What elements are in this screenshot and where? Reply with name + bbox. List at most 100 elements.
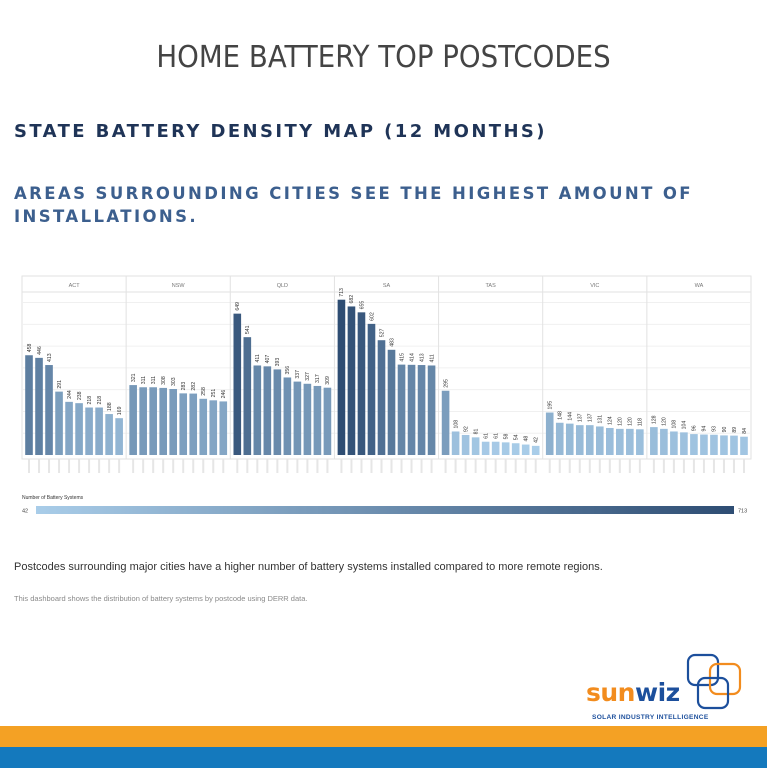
x-tick-mark	[256, 459, 259, 473]
data-label: 120	[618, 417, 624, 426]
data-label: 61	[493, 433, 499, 439]
bar-wa-9	[730, 435, 738, 455]
bar-vic-6	[595, 426, 604, 455]
bar-nsw-9	[209, 400, 218, 455]
bar-act-9	[105, 414, 113, 455]
logo-wordmark: sunwiz	[586, 678, 680, 707]
x-tick-mark	[618, 459, 621, 473]
panel-label-act: ACT	[69, 283, 81, 289]
bar-tas-4	[471, 437, 480, 455]
data-label: 148	[558, 411, 564, 420]
data-label: 137	[578, 413, 584, 422]
chart-subtitle: STATE BATTERY DENSITY MAP (12 MONTHS)	[14, 121, 547, 142]
bar-qld-10	[323, 387, 332, 455]
x-tick-mark	[182, 459, 185, 473]
bar-sa-10	[427, 365, 436, 455]
bar-sa-7	[397, 364, 406, 455]
bar-vic-1	[545, 412, 554, 455]
x-tick-mark	[68, 459, 71, 473]
bar-nsw-1	[129, 385, 137, 455]
x-tick-mark	[494, 459, 497, 473]
data-label: 90	[722, 427, 728, 433]
data-label: 92	[463, 426, 469, 432]
data-label: 137	[588, 413, 594, 422]
x-tick-mark	[162, 459, 165, 473]
x-tick-mark	[692, 459, 695, 473]
legend-min-label: 42	[22, 509, 28, 515]
bar-tas-1	[441, 390, 450, 455]
bar-sa-8	[407, 364, 416, 455]
data-label: 541	[245, 325, 251, 334]
bar-nsw-4	[159, 387, 167, 455]
data-label: 94	[702, 426, 708, 432]
footer-band-orange	[0, 726, 767, 747]
x-tick-mark	[172, 459, 175, 473]
x-tick-mark	[484, 459, 487, 473]
x-tick-mark	[152, 459, 155, 473]
x-tick-mark	[514, 459, 517, 473]
bar-sa-4	[367, 323, 376, 455]
logo-squares-icon	[686, 653, 742, 710]
bar-act-6	[75, 403, 83, 455]
x-tick-mark	[246, 459, 249, 473]
x-tick-mark	[380, 459, 383, 473]
bar-tas-6	[491, 441, 500, 455]
data-label: 393	[275, 358, 281, 367]
data-label: 356	[285, 366, 291, 375]
bar-act-4	[55, 391, 63, 455]
data-label: 48	[523, 436, 529, 442]
x-tick-mark	[722, 459, 725, 473]
bar-qld-5	[273, 369, 282, 455]
data-label: 218	[87, 396, 93, 405]
x-tick-mark	[568, 459, 571, 473]
data-label: 108	[672, 420, 678, 429]
bar-act-3	[45, 365, 53, 455]
x-tick-mark	[142, 459, 145, 473]
data-label: 251	[211, 389, 217, 398]
x-tick-mark	[58, 459, 61, 473]
x-tick-mark	[400, 459, 403, 473]
bar-tas-2	[451, 431, 460, 455]
bar-act-1	[25, 355, 33, 455]
bar-tas-9	[521, 444, 530, 455]
bar-nsw-10	[219, 401, 228, 455]
x-tick-mark	[742, 459, 745, 473]
data-label: 337	[295, 370, 301, 379]
x-tick-mark	[548, 459, 551, 473]
bar-wa-3	[670, 431, 678, 455]
panel-label-tas: TAS	[485, 283, 496, 289]
bar-nsw-5	[169, 389, 178, 455]
x-tick-mark	[350, 459, 353, 473]
bar-tas-8	[511, 443, 520, 455]
x-tick-mark	[608, 459, 611, 473]
data-label: 291	[57, 380, 63, 389]
bar-tas-7	[501, 442, 510, 455]
data-label: 303	[171, 377, 177, 386]
bar-sa-6	[387, 349, 396, 455]
data-label: 311	[141, 376, 147, 384]
legend-color-ramp	[36, 506, 734, 514]
data-label: 258	[201, 387, 207, 396]
x-tick-mark	[444, 459, 447, 473]
bar-nsw-6	[179, 393, 188, 455]
data-label: 120	[628, 417, 634, 426]
x-tick-mark	[628, 459, 631, 473]
x-tick-mark	[578, 459, 581, 473]
data-label: 308	[161, 376, 167, 385]
bar-wa-4	[680, 432, 688, 455]
bar-wa-5	[690, 434, 698, 455]
logo-sun: sun	[586, 678, 635, 707]
panel-label-qld: QLD	[277, 283, 288, 289]
bar-act-5	[65, 401, 73, 455]
x-tick-mark	[88, 459, 91, 473]
data-label: 218	[97, 396, 103, 405]
data-label: 238	[77, 391, 83, 400]
bar-vic-2	[555, 422, 564, 455]
bar-sa-3	[357, 312, 366, 455]
data-label: 58	[503, 433, 509, 439]
data-label: 282	[191, 382, 197, 391]
x-tick-mark	[598, 459, 601, 473]
data-label: 413	[47, 353, 53, 362]
x-tick-mark	[732, 459, 735, 473]
data-label: 411	[255, 354, 261, 362]
